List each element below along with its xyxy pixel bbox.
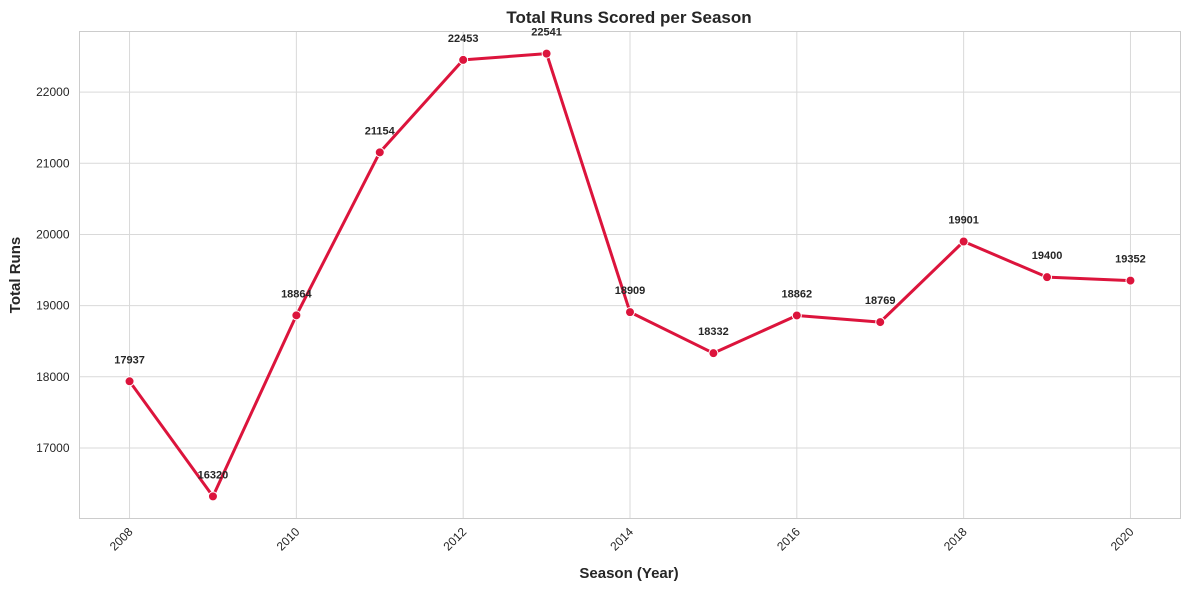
x-tick-label: 2020: [1108, 524, 1137, 553]
data-label: 18864: [281, 288, 312, 300]
x-tick-label: 2018: [941, 524, 970, 553]
data-point: [541, 48, 552, 59]
y-tick-label: 21000: [36, 156, 70, 170]
data-label: 22453: [448, 33, 479, 45]
data-label: 18332: [698, 326, 729, 338]
data-point: [958, 236, 969, 247]
chart-title: Total Runs Scored per Season: [506, 8, 751, 27]
x-axis-label: Season (Year): [579, 565, 678, 582]
data-point: [1125, 275, 1136, 286]
x-tick-label: 2014: [607, 524, 636, 553]
data-point: [458, 54, 469, 65]
data-point: [1042, 272, 1053, 283]
data-point: [374, 147, 385, 158]
data-point: [291, 310, 302, 321]
y-tick-label: 20000: [36, 227, 70, 241]
y-tick-label: 22000: [36, 85, 70, 99]
data-label: 16320: [198, 469, 229, 481]
y-tick-label: 17000: [36, 441, 70, 455]
data-point: [791, 310, 802, 321]
data-point: [207, 491, 218, 502]
data-label: 18862: [782, 288, 813, 300]
data-label: 19400: [1032, 250, 1063, 262]
x-tick-label: 2010: [274, 524, 303, 553]
data-point: [625, 307, 635, 318]
x-tick-label: 2012: [441, 524, 470, 553]
data-label: 18909: [615, 285, 646, 297]
data-point: [124, 376, 135, 387]
data-label: 17937: [114, 354, 145, 366]
y-axis-label: Total Runs: [7, 237, 24, 313]
data-label: 22541: [531, 27, 562, 39]
grid-layer: [79, 31, 1181, 519]
y-tick-label: 18000: [36, 370, 70, 384]
y-tick-label: 19000: [36, 299, 70, 313]
label-layer: 17937 16320 18864 21154 22453 22541 18909 18332…: [114, 27, 1146, 482]
series-layer: [124, 48, 1136, 502]
data-label: 19901: [948, 215, 979, 227]
x-tick-label: 2016: [774, 524, 803, 553]
tick-layer: 2008 2010 2012 2014 2016 2018 2020 17000 18000 19…: [36, 85, 1137, 553]
data-label: 18769: [865, 295, 896, 307]
data-label: 19352: [1115, 254, 1146, 266]
data-label: 21154: [365, 125, 396, 137]
data-point: [708, 348, 719, 359]
data-point: [875, 317, 886, 328]
plot-frame: [79, 31, 1181, 519]
x-tick-label: 2008: [107, 524, 136, 553]
